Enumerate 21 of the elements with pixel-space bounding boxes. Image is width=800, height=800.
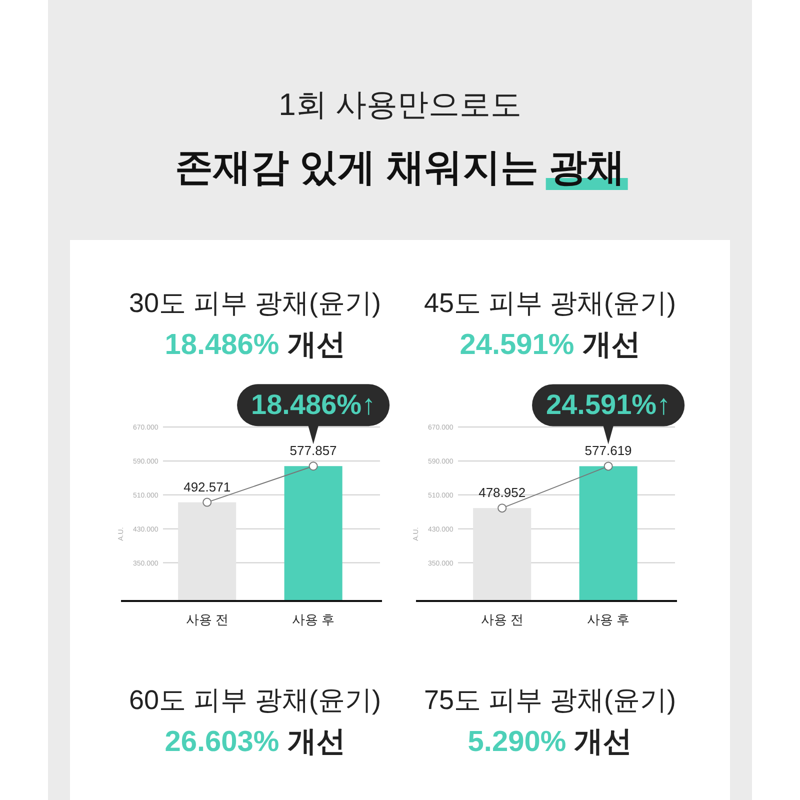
chart-title: 45도 피부 광채(윤기) [424,288,676,318]
x-tick-label: 사용 전 [186,612,228,627]
text: 75도 피부 광채(윤기) [424,685,676,715]
data-label: 577.619 [584,443,632,458]
annotation: 18.486%↑ [251,389,376,420]
callout: 24.591%↑ [532,384,685,444]
chart-title: 30도 피부 광채(윤기) [128,288,382,318]
x-tick-label: 사용 후 [292,612,335,627]
data-label: 577.857 [290,443,337,458]
annotation: 24.591%↑ [546,389,671,420]
x-tick-label: 사용 후 [586,612,630,627]
data-label: 492.571 [184,479,231,494]
x-tick-label: 사용 전 [480,612,524,627]
callout: 18.486%↑ [237,384,390,444]
text: 5.290% 개선 [468,726,632,758]
text: 60도 피부 광채(윤기) [128,685,382,715]
data-label: 478.952 [478,485,526,500]
chart-subtitle: 24.591% 개선 [460,329,640,361]
text: 26.603% 개선 [164,726,346,758]
text: 1회 사용만으로도 [278,87,522,122]
chart-subtitle: 18.486% 개선 [164,329,346,361]
